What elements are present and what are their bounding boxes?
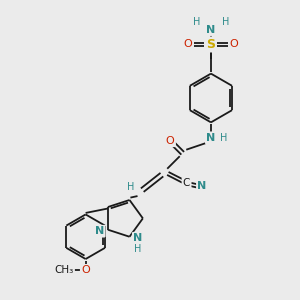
Text: N: N — [206, 25, 216, 34]
Text: H: H — [134, 244, 142, 254]
Text: C: C — [183, 178, 190, 188]
Text: N: N — [133, 233, 142, 243]
Text: H: H — [220, 133, 227, 143]
Text: H: H — [193, 17, 200, 27]
Text: O: O — [166, 136, 175, 146]
Text: O: O — [183, 40, 192, 50]
Text: O: O — [230, 40, 239, 50]
Text: S: S — [206, 38, 215, 51]
Text: N: N — [206, 133, 216, 143]
Text: CH₃: CH₃ — [55, 265, 74, 275]
Text: H: H — [127, 182, 135, 192]
Text: N: N — [197, 181, 207, 191]
Text: H: H — [221, 17, 229, 27]
Text: N: N — [95, 226, 104, 236]
Text: O: O — [81, 265, 90, 275]
